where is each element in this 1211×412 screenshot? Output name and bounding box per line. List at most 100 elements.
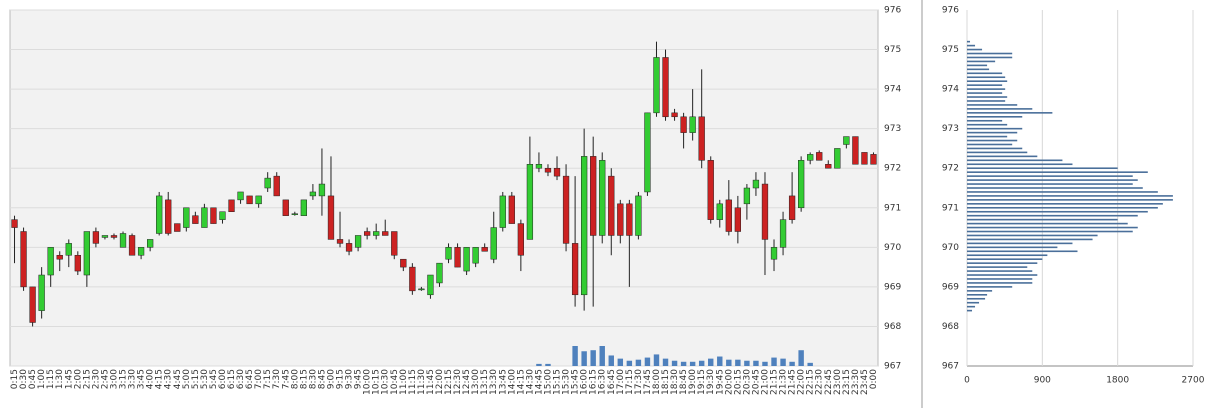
candle-body bbox=[83, 231, 90, 276]
x-tick-label: 15:15 bbox=[553, 369, 563, 395]
y-tick-label: 976 bbox=[884, 6, 901, 16]
candle-body bbox=[526, 164, 534, 240]
volume-bar bbox=[644, 357, 651, 366]
candle-body bbox=[779, 219, 787, 248]
x-tick-label: 0:15 bbox=[10, 369, 20, 389]
candle-body bbox=[581, 156, 588, 296]
x-tick-label: 21:15 bbox=[770, 369, 780, 395]
x-tick-label: 8:30 bbox=[308, 369, 318, 389]
x-tick-label: 10:45 bbox=[390, 369, 400, 395]
y-tick-label: 969 bbox=[942, 282, 959, 292]
x-tick-label: 8:45 bbox=[317, 369, 327, 389]
volume-bar bbox=[807, 362, 813, 366]
y-tick-label: 972 bbox=[884, 164, 901, 174]
x-tick-label: 0:00 bbox=[869, 369, 879, 389]
profile-bar bbox=[967, 214, 1138, 217]
profile-bar bbox=[967, 147, 1023, 150]
profile-bar bbox=[967, 210, 1148, 213]
y-tick-label: 975 bbox=[884, 45, 901, 55]
y-tick-label: 967 bbox=[942, 362, 959, 372]
x-tick-label: 19:30 bbox=[706, 369, 716, 395]
x-tick-label: 16:30 bbox=[598, 369, 608, 395]
x-tick-label: 3:30 bbox=[128, 369, 138, 389]
candle-body bbox=[373, 231, 380, 236]
x-tick-label: 9:00 bbox=[326, 369, 336, 389]
candle-body bbox=[119, 233, 127, 248]
x-tick-label: 12:30 bbox=[453, 369, 463, 395]
x-tick-label: 0:45 bbox=[28, 369, 38, 389]
x-tick-label: 20:45 bbox=[751, 369, 761, 395]
profile-bar bbox=[967, 195, 1173, 197]
candle-body bbox=[20, 231, 27, 288]
x-tick-label: 8:00 bbox=[290, 369, 300, 389]
candle-body bbox=[689, 116, 696, 133]
x-tick-label: 13:30 bbox=[489, 369, 499, 395]
x-tick-label: 20:00 bbox=[724, 369, 734, 395]
volume-bar bbox=[698, 360, 705, 366]
x-tick-label: 16:45 bbox=[607, 369, 617, 395]
x-tick-label: 1800 bbox=[1106, 376, 1129, 386]
plot-area bbox=[9, 9, 879, 367]
x-tick-label: 8:15 bbox=[299, 369, 309, 389]
candle-body bbox=[707, 160, 714, 220]
profile-bar bbox=[967, 167, 1118, 170]
profile-bar bbox=[967, 60, 996, 63]
candle-body bbox=[137, 247, 145, 256]
candle-body bbox=[770, 247, 778, 260]
profile-bar bbox=[967, 127, 1023, 130]
profile-bar bbox=[967, 108, 1033, 110]
profile-bar bbox=[967, 258, 1043, 260]
x-tick-label: 15:30 bbox=[562, 369, 572, 395]
candle-body bbox=[644, 112, 651, 193]
candle-body bbox=[798, 160, 805, 209]
x-tick-label: 11:00 bbox=[399, 369, 409, 395]
candle-body bbox=[807, 154, 814, 161]
x-tick-label: 7:00 bbox=[254, 369, 264, 389]
x-tick-label: 18:30 bbox=[670, 369, 680, 395]
profile-bar bbox=[967, 44, 976, 47]
volume-bar bbox=[780, 358, 786, 366]
profile-bar bbox=[967, 274, 1038, 276]
candle-body bbox=[427, 274, 434, 296]
x-tick-label: 3:45 bbox=[137, 369, 147, 389]
x-tick-label: 22:30 bbox=[815, 369, 825, 395]
volume-bar bbox=[581, 351, 587, 366]
y-tick-label: 975 bbox=[942, 45, 959, 55]
profile-bar bbox=[967, 203, 1163, 205]
volume-bar bbox=[599, 346, 605, 366]
candle-body bbox=[463, 247, 470, 272]
candle-body bbox=[436, 262, 443, 284]
candle-body bbox=[228, 199, 235, 212]
x-tick-label: 22:45 bbox=[824, 369, 834, 395]
volume-bar bbox=[798, 350, 804, 366]
profile-bar bbox=[967, 297, 986, 300]
profile-bar bbox=[967, 48, 983, 51]
candle-body bbox=[237, 191, 244, 201]
x-tick-label: 6:00 bbox=[218, 369, 228, 389]
candle-body bbox=[409, 266, 416, 292]
profile-bar bbox=[967, 179, 1138, 181]
volume-bar bbox=[590, 350, 596, 366]
candle-body bbox=[725, 199, 732, 232]
y-tick-label: 969 bbox=[884, 282, 901, 292]
candle-body bbox=[445, 247, 452, 260]
profile-bar bbox=[967, 68, 990, 71]
x-tick-label: 10:30 bbox=[381, 369, 391, 395]
profile-bar bbox=[967, 266, 1028, 268]
x-tick-label: 15:00 bbox=[543, 369, 553, 395]
volume-bar bbox=[689, 361, 696, 366]
x-tick-label: 17:00 bbox=[616, 369, 626, 395]
x-tick-label: 21:30 bbox=[779, 369, 789, 395]
candle-body bbox=[382, 231, 389, 236]
profile-bar bbox=[967, 88, 1006, 90]
x-tick-label: 0 bbox=[964, 376, 970, 386]
profile-bar bbox=[967, 159, 1063, 162]
x-tick-label: 17:30 bbox=[634, 369, 644, 395]
profile-bar bbox=[967, 246, 1058, 249]
profile-bar bbox=[967, 139, 1018, 142]
candle-body bbox=[300, 199, 307, 216]
y-tick-label: 968 bbox=[884, 322, 901, 332]
profile-bar bbox=[967, 282, 1033, 284]
x-tick-label: 12:00 bbox=[435, 369, 445, 395]
profile-bar bbox=[967, 80, 1008, 82]
